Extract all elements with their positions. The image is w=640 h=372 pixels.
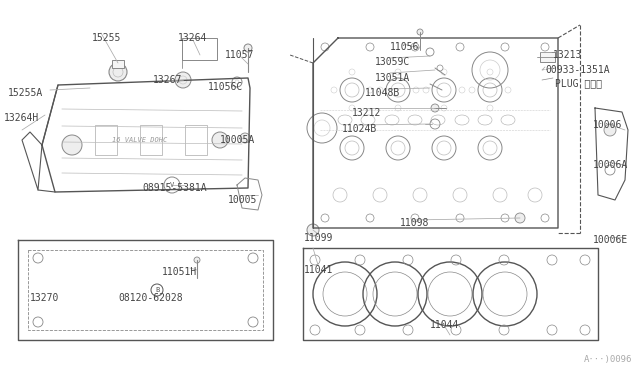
Circle shape xyxy=(604,124,616,136)
Text: 13059C: 13059C xyxy=(375,57,410,67)
Text: PLUG プラグ: PLUG プラグ xyxy=(555,78,602,88)
Circle shape xyxy=(212,132,228,148)
Text: 15255: 15255 xyxy=(92,33,122,43)
Text: 10006E: 10006E xyxy=(593,235,628,245)
Circle shape xyxy=(175,72,191,88)
Bar xyxy=(182,38,217,60)
Text: 10006A: 10006A xyxy=(593,160,628,170)
Circle shape xyxy=(307,224,319,236)
Text: 11041: 11041 xyxy=(304,265,333,275)
Circle shape xyxy=(194,257,200,263)
Text: 11098: 11098 xyxy=(400,218,429,228)
Circle shape xyxy=(515,213,525,223)
Text: 00933-1351A: 00933-1351A xyxy=(545,65,610,75)
Text: 11056: 11056 xyxy=(390,42,419,52)
Text: 11056C: 11056C xyxy=(208,82,243,92)
Text: 13213: 13213 xyxy=(553,50,582,60)
Text: 11024B: 11024B xyxy=(342,124,377,134)
Text: 11051H: 11051H xyxy=(162,267,197,277)
Text: 13212: 13212 xyxy=(352,108,381,118)
Bar xyxy=(95,125,117,155)
Text: 10006: 10006 xyxy=(593,120,622,130)
Text: 13267: 13267 xyxy=(153,75,182,85)
Text: 15255A: 15255A xyxy=(8,88,44,98)
Bar xyxy=(540,52,555,62)
Circle shape xyxy=(109,63,127,81)
Text: 10005A: 10005A xyxy=(220,135,255,145)
Text: 13264: 13264 xyxy=(178,33,207,43)
Circle shape xyxy=(244,44,252,52)
Text: 16 VALVE DOHC: 16 VALVE DOHC xyxy=(113,137,168,143)
Text: 13264H: 13264H xyxy=(4,113,39,123)
Text: 11048B: 11048B xyxy=(365,88,400,98)
Text: 11099: 11099 xyxy=(304,233,333,243)
Text: 11057: 11057 xyxy=(225,50,254,60)
Text: 11044: 11044 xyxy=(430,320,460,330)
Bar xyxy=(185,125,207,155)
Bar xyxy=(140,125,162,155)
Circle shape xyxy=(62,135,82,155)
Text: V: V xyxy=(170,182,174,188)
Text: 13270: 13270 xyxy=(30,293,60,303)
Bar xyxy=(112,60,124,68)
Text: 08915-5381A: 08915-5381A xyxy=(142,183,207,193)
Circle shape xyxy=(417,29,423,35)
Text: 13051A: 13051A xyxy=(375,73,410,83)
Text: 10005: 10005 xyxy=(228,195,257,205)
Circle shape xyxy=(431,104,439,112)
Circle shape xyxy=(240,133,250,143)
Text: B: B xyxy=(155,287,159,293)
Text: A···)0096: A···)0096 xyxy=(584,355,632,364)
Text: 08120-62028: 08120-62028 xyxy=(118,293,182,303)
